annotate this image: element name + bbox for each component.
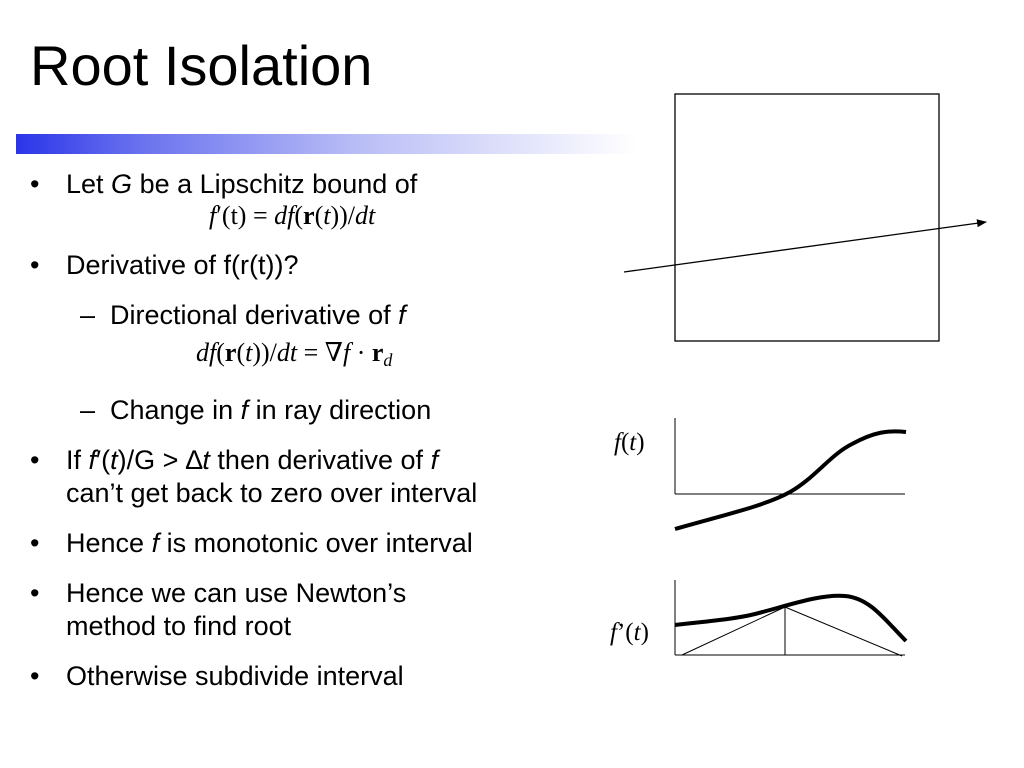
- formula-part: dt: [355, 201, 376, 230]
- formula-derivative-def: f′(t) = df(r(t))/dt: [66, 199, 598, 232]
- bullet-text: Hence we can use Newton’s: [66, 578, 407, 608]
- bullet-text: Change in: [110, 395, 241, 425]
- formula-part: r: [224, 338, 237, 367]
- bullet-marker: •: [30, 445, 40, 475]
- bullet-marker: •: [30, 661, 40, 691]
- bullet-list: • Let G be a Lipschitz bound of f′(t) = …: [28, 168, 598, 710]
- sub-bullet-change-in-f: – Change in f in ray direction: [28, 394, 598, 427]
- var-t: t: [202, 445, 210, 475]
- var-f: f: [151, 528, 160, 558]
- ft-label-t: t: [629, 429, 637, 456]
- ray-arrow: [623, 219, 987, 273]
- formula-part: ·: [350, 338, 372, 367]
- bullet-newton: • Hence we can use Newton’s method to fi…: [28, 577, 598, 643]
- ft-curve: [674, 429, 907, 531]
- bullet-marker: •: [30, 169, 40, 199]
- bullet-marker: •: [30, 528, 40, 558]
- formula-part: ))/: [252, 338, 277, 367]
- formula-part: (: [294, 201, 304, 230]
- fpt-label-t: t: [634, 619, 642, 646]
- fpt-curve: [674, 593, 908, 643]
- bullet-text: If: [66, 445, 89, 475]
- fpt-label-open: (: [625, 619, 633, 646]
- bullet-subdivide: • Otherwise subdivide interval: [28, 660, 598, 693]
- sub-bullet-directional-derivative: – Directional derivative of f: [28, 299, 598, 332]
- formula-part: t: [245, 338, 253, 367]
- formula-part: (: [314, 201, 324, 230]
- var-f: f: [240, 395, 249, 425]
- formula-subscript: d: [383, 350, 393, 370]
- bounding-box: [674, 93, 940, 342]
- bullet-text: method to find root: [66, 611, 292, 641]
- bullet-text: can’t get back to zero over interval: [66, 478, 478, 508]
- title-underline-bar: [16, 134, 636, 154]
- fpt-lipschitz-right: [784, 606, 903, 657]
- ft-label: f(t): [614, 429, 645, 456]
- bullet-text: (: [101, 445, 111, 475]
- fpt-label-f: f: [610, 619, 620, 646]
- var-f: f: [88, 445, 97, 475]
- bullet-lipschitz: • Let G be a Lipschitz bound of f′(t) = …: [28, 168, 598, 232]
- ft-label-f: f: [614, 429, 624, 456]
- formula-part: t: [323, 201, 331, 230]
- bullet-text: then derivative of: [209, 445, 431, 475]
- bullet-text: in ray direction: [248, 395, 432, 425]
- bullet-text: Otherwise subdivide interval: [66, 661, 404, 691]
- formula-directional-derivative: df(r(t))/dt = ∇f · rd: [28, 336, 598, 377]
- formula-part: (t) =: [221, 201, 275, 230]
- var-f: f: [398, 300, 406, 330]
- formula-part: f: [342, 338, 351, 367]
- bullet-text: )/G > ∆: [117, 445, 203, 475]
- var-t: t: [110, 445, 118, 475]
- dash-marker: –: [80, 395, 96, 425]
- ft-label-open: (: [621, 429, 629, 456]
- bullet-text: Hence: [66, 528, 152, 558]
- ft-label-close: ): [636, 429, 644, 456]
- formula-part: df: [274, 201, 295, 230]
- bullet-marker: •: [30, 578, 40, 608]
- formula-part: df: [196, 338, 217, 367]
- bullet-marker: •: [30, 250, 40, 280]
- var-f: f: [430, 445, 439, 475]
- formula-part: r: [303, 201, 315, 230]
- bullet-if-condition: • If f′(t)/G > ∆t then derivative of f c…: [28, 444, 598, 510]
- dash-marker: –: [80, 300, 96, 330]
- formula-part: = ∇: [297, 338, 343, 367]
- formula-part: (: [216, 338, 225, 367]
- formula-part: (: [236, 338, 246, 367]
- fpt-label-prime: ’: [617, 619, 625, 646]
- fpt-label-close: ): [641, 619, 649, 646]
- bullet-text: Derivative of f(r(t))?: [66, 250, 299, 280]
- bullet-text: ′: [96, 445, 102, 475]
- var-g: G: [111, 169, 133, 199]
- bullet-text: Let: [66, 169, 112, 199]
- bullet-text: Directional derivative of: [110, 300, 399, 330]
- formula-part: ′: [216, 201, 222, 230]
- formula-part: dt: [276, 338, 298, 367]
- fpt-lipschitz-left: [681, 606, 786, 656]
- fpt-label: f’(t): [610, 619, 649, 646]
- formula-part: ))/: [330, 201, 356, 230]
- slide-title: Root Isolation: [30, 34, 373, 97]
- bullet-text: is monotonic over interval: [159, 528, 473, 558]
- bullet-monotonic: • Hence f is monotonic over interval: [28, 527, 598, 560]
- bullet-text: be a Lipschitz bound of: [132, 169, 418, 199]
- bullet-derivative-question: • Derivative of f(r(t))?: [28, 249, 598, 282]
- formula-part: r: [371, 338, 384, 367]
- formula-part: f: [209, 201, 217, 230]
